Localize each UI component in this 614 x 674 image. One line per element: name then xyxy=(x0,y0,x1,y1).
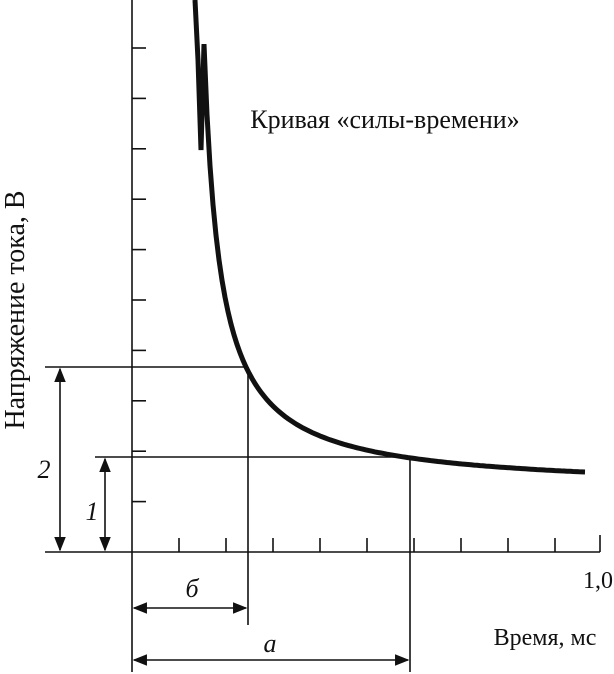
y-axis-label: Напряжение тока, В xyxy=(0,190,31,429)
interval-label: б xyxy=(185,574,199,603)
interval-label: а xyxy=(264,629,277,658)
x-end-label: 1,0 xyxy=(583,568,613,594)
axes xyxy=(45,0,601,570)
x-axis-label: Время, мс xyxy=(494,625,597,651)
title: Кривая «силы-времени» xyxy=(250,105,519,134)
ticks xyxy=(132,47,556,552)
guides xyxy=(45,366,411,672)
strength-duration-curve xyxy=(192,0,586,475)
level-label: 2 xyxy=(38,455,51,484)
level-label: 1 xyxy=(86,497,99,526)
